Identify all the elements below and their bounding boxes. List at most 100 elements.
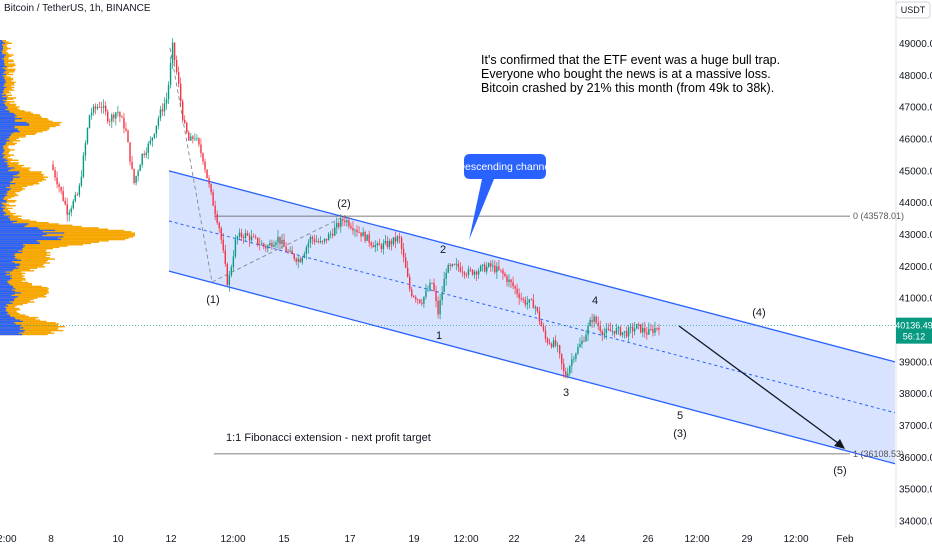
volume-profile-bar [0,203,10,206]
candle-body [212,192,214,206]
candle-body [492,265,494,267]
volume-profile-bar-alt [0,53,3,55]
candle-body [540,321,543,327]
volume-profile-bar-alt [0,287,13,289]
volume-profile-bar-alt [0,220,17,223]
candle-body [425,290,427,297]
candle-body [439,300,441,315]
volume-profile-bar-alt [0,298,14,301]
volume-profile-bar [0,183,40,185]
volume-profile-bar [0,159,19,161]
volume-profile-bar-alt [0,51,3,54]
candle-body [548,342,551,344]
channel-upper-line[interactable] [168,170,896,363]
candle-body [254,236,257,238]
volume-profile-bar-alt [0,242,41,245]
volume-profile-bar-alt [0,128,18,130]
price-tick-label: 43000.00 [899,230,932,241]
currency-button[interactable]: USDT [895,1,931,19]
volume-profile-bar-alt [0,88,5,90]
volume-profile-bar [0,257,50,259]
candle-body [153,133,156,138]
candle-body [157,118,160,126]
candle-body [139,164,141,172]
symbol-title[interactable]: Bitcoin / TetherUS, 1h, BINANCE [4,3,151,14]
volume-profile-bar [0,301,35,303]
volume-profile-bar [0,281,29,284]
volume-profile-bar [0,158,13,160]
volume-profile-bar-alt [0,293,15,295]
time-axis[interactable]: 12:00 8 10 12 12:00 15 17 19 12:00 22 24 26 12:00 29 1… [0,534,854,545]
candle-body [149,140,152,144]
volume-profile-bar-alt [0,127,15,129]
volume-profile-bar [0,294,45,297]
price-tick-label: 47000.00 [899,103,932,114]
volume-profile-bar-alt [0,144,6,146]
volume-profile-bar-alt [0,157,3,159]
volume-profile-bar-alt [0,89,5,91]
candle-body [593,316,595,322]
volume-profile-bar [0,181,38,184]
candle-body [516,288,518,294]
channel-lower-line[interactable] [168,270,896,465]
volume-profile-bar [0,151,10,154]
volume-profile-bar-alt [0,236,64,238]
volume-profile-bar [0,95,9,98]
volume-profile-bar [0,246,60,249]
volume-profile-bar-alt [0,258,17,260]
candle-body [635,324,638,329]
candle-body [398,236,401,238]
candle-body [577,347,579,354]
volume-profile-bar [0,42,12,44]
volume-profile-bar-alt [0,209,3,211]
volume-profile-bar-alt [0,184,10,186]
volume-profile-bar [0,55,12,57]
candle-body [305,247,308,254]
volume-profile-bar-alt [0,155,4,158]
volume-profile-bar-alt [0,257,15,259]
descending-channel[interactable] [168,170,896,465]
candle-body [54,169,56,178]
volume-profile-bar-alt [0,313,8,315]
volume-profile-bar-alt [0,262,15,264]
volume-profile-bar [0,212,16,215]
candle-body [261,243,263,245]
volume-profile-bar-alt [0,249,23,251]
candle-body [650,329,652,330]
volume-profile-bar [0,89,15,91]
candle-body [500,269,502,271]
volume-profile-bar-alt [0,112,14,115]
candle-body [417,299,419,301]
volume-profile-bar [0,49,8,51]
volume-profile-bar [0,189,23,191]
volume-profile-bar [0,141,14,143]
candle-body [62,191,64,201]
volume-profile-bar-alt [0,274,6,276]
volume-profile-bar [0,86,15,89]
volume-profile-bar-alt [0,160,5,163]
candle-body [220,228,222,240]
candle-body [431,282,433,284]
channel-callout[interactable]: Descending channel [457,154,553,240]
volume-profile-bar-alt [0,276,10,278]
volume-profile-bar [0,209,8,211]
candle-body [486,266,488,272]
volume-profile-bar-alt [0,201,8,203]
volume-profile-bar [0,251,51,254]
volume-profile-bar [0,90,9,93]
volume-profile-bar [0,114,40,116]
projection-arrow[interactable] [678,325,845,449]
volume-profile-bar-alt [0,245,26,247]
volume-profile-bar [0,128,50,130]
volume-profile-bar [0,171,43,173]
candle-body [311,237,314,239]
candle-body [433,283,435,291]
volume-profile-bar [0,56,9,59]
candle-body [437,301,439,315]
volume-profile-bar-alt [0,314,10,316]
volume-profile-bar [0,307,20,310]
candle-body [560,353,563,364]
candle-body [471,269,474,275]
price-axis[interactable]: 34000.00 35000.00 36000.00 37000.00 38000.00… [895,0,932,528]
